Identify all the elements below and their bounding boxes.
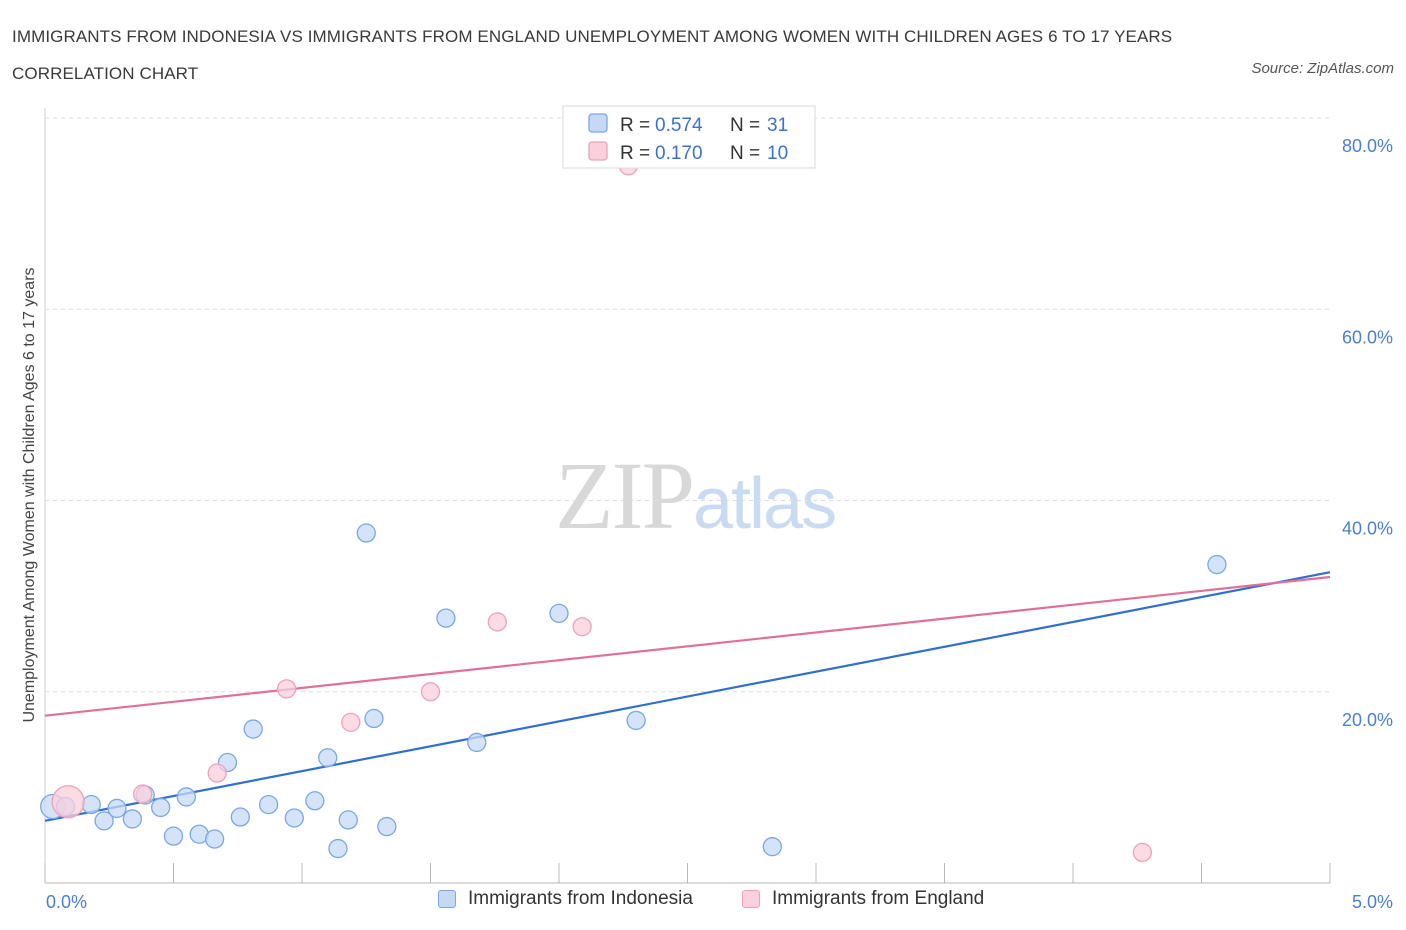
legend-swatch-england (742, 890, 760, 908)
point-indonesia (230, 807, 250, 827)
point-england (420, 682, 441, 702)
point-indonesia (364, 708, 384, 729)
legend-swatch (588, 141, 608, 161)
point-england (487, 612, 507, 632)
legend-item-england: Immigrants from England (742, 888, 984, 910)
axes (44, 108, 1331, 884)
point-indonesia (338, 810, 358, 830)
y-tick-label: 20.0% (1342, 710, 1393, 730)
legend-top: R = 0.574 N = 31 R = 0.170 N = 10 (562, 105, 816, 169)
grid-lines (45, 117, 1330, 693)
trend-line-england (44, 575, 1331, 717)
point-indonesia (107, 798, 127, 819)
point-england (51, 785, 85, 819)
legend-item-indonesia: Immigrants from Indonesia (438, 888, 693, 910)
trend-line-indonesia (44, 571, 1331, 822)
point-indonesia (284, 808, 304, 828)
point-england (133, 784, 153, 804)
legend-swatch (588, 113, 608, 133)
legend-r-label: R = (620, 115, 650, 136)
point-indonesia (94, 811, 114, 831)
x-tick-label: 0.0% (46, 892, 87, 912)
chart-title: IMMIGRANTS FROM INDONESIA VS IMMIGRANTS … (12, 27, 1173, 83)
point-indonesia (549, 603, 569, 623)
point-england (1132, 842, 1153, 863)
point-indonesia (626, 710, 646, 731)
point-indonesia (243, 719, 263, 739)
point-indonesia (258, 794, 279, 815)
point-indonesia (1207, 554, 1227, 575)
y-tick-label: 60.0% (1342, 327, 1393, 347)
legend-swatch-indonesia (438, 890, 456, 908)
legend-label-indonesia: Immigrants from Indonesia (468, 888, 693, 909)
legend-r-label: R = (620, 143, 650, 164)
point-indonesia (328, 838, 348, 859)
point-indonesia (318, 748, 338, 768)
point-england (207, 763, 227, 783)
point-indonesia (377, 816, 397, 837)
legend-n-label: N = (730, 143, 760, 164)
point-indonesia (305, 791, 325, 811)
point-indonesia (81, 794, 101, 815)
point-indonesia (150, 797, 171, 818)
legend-n-label: N = (730, 115, 760, 136)
watermark: ZIPatlas (555, 440, 837, 551)
y-tick-label: 80.0% (1342, 136, 1393, 156)
data-points (40, 156, 1227, 863)
point-indonesia (122, 809, 143, 829)
point-indonesia (762, 837, 782, 857)
point-indonesia (163, 826, 184, 846)
legend-bottom: Immigrants from Indonesia Immigrants fro… (0, 888, 1406, 918)
point-indonesia (176, 787, 197, 807)
legend-r-value: 0.574 (655, 115, 703, 136)
legend-n-value: 10 (767, 143, 788, 164)
watermark-atlas: atlas (693, 464, 837, 544)
point-indonesia (436, 608, 456, 628)
point-indonesia (204, 829, 225, 849)
point-indonesia (467, 732, 487, 753)
source-label: Source: ZipAtlas.com (1251, 60, 1394, 77)
tick-labels: 20.0% 40.0% 60.0% 80.0% 0.0% 5.0% (46, 136, 1393, 912)
point-indonesia (356, 523, 376, 543)
point-england (341, 712, 361, 732)
point-england (572, 617, 592, 637)
point-england (276, 679, 297, 699)
watermark-zip: ZIP (555, 442, 695, 549)
legend-n-value: 31 (767, 115, 788, 136)
y-tick-label: 40.0% (1342, 519, 1393, 539)
trend-lines (44, 571, 1331, 822)
legend-r-value: 0.170 (655, 143, 703, 164)
x-tick-label: 5.0% (1352, 892, 1393, 912)
legend-label-england: Immigrants from England (772, 888, 985, 909)
